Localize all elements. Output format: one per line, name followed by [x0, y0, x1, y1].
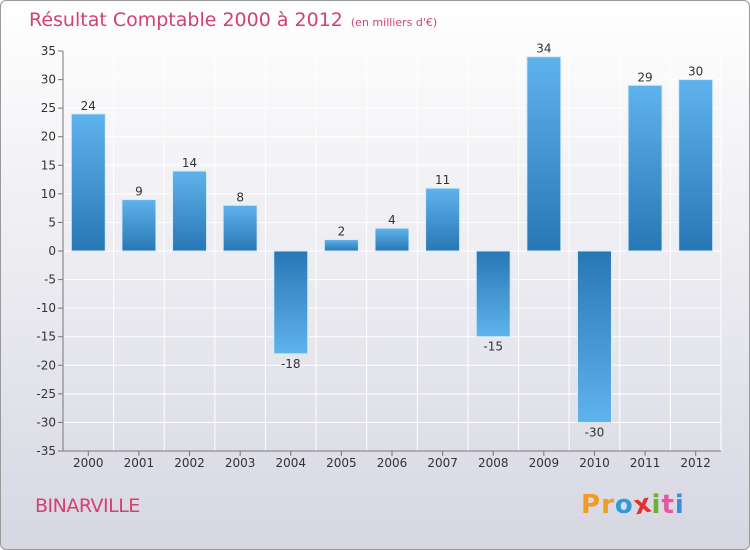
y-tick-label: 15	[41, 158, 56, 172]
y-tick-label: 0	[48, 244, 56, 258]
chart-title-unit: (en milliers d'€)	[350, 16, 438, 29]
x-tick-label: 2008	[478, 456, 509, 470]
data-label: 11	[435, 173, 450, 187]
x-tick-label: 2002	[174, 456, 205, 470]
x-tick-label: 2004	[275, 456, 306, 470]
bar	[172, 170, 208, 252]
bar	[526, 56, 562, 252]
x-tick-label: 2005	[326, 456, 357, 470]
data-label: 34	[536, 42, 551, 56]
data-label: 30	[688, 65, 703, 79]
y-tick-label: 10	[41, 187, 56, 201]
bar	[576, 250, 612, 423]
x-tick-label: 2011	[630, 456, 661, 470]
bar	[70, 113, 106, 252]
x-tick-label: 2007	[427, 456, 458, 470]
x-tick-label: 2006	[377, 456, 408, 470]
logo-letter: i	[651, 490, 662, 520]
logo-letter: P	[581, 490, 602, 520]
bar	[374, 227, 410, 252]
y-tick-label: -5	[44, 273, 56, 287]
axes	[58, 50, 721, 456]
data-label: 14	[182, 156, 197, 170]
logo-letter: i	[674, 490, 685, 520]
y-tick-label: -20	[36, 358, 56, 372]
bar	[121, 199, 157, 252]
bar	[273, 250, 309, 355]
data-label: 9	[135, 185, 143, 199]
y-tick-label: -25	[36, 387, 56, 401]
y-tick-label: 25	[41, 101, 56, 115]
chart-title-main: Résultat Comptable 2000 à 2012	[29, 9, 343, 31]
bar	[678, 79, 714, 252]
bar	[627, 84, 663, 252]
logo-letter: t	[661, 490, 675, 520]
x-tick-label: 2001	[124, 456, 155, 470]
labels: 35302520151050-5-10-15-20-25-30-35242000…	[36, 42, 711, 470]
x-tick-label: 2010	[579, 456, 610, 470]
chart-title: Résultat Comptable 2000 à 2012 (en millie…	[29, 9, 437, 31]
proxiti-logo: Proxiti	[581, 488, 685, 521]
data-label: 29	[637, 70, 652, 84]
x-tick-label: 2003	[225, 456, 256, 470]
data-label: 8	[236, 190, 244, 204]
data-label: -15	[483, 340, 503, 354]
data-label: 4	[388, 213, 396, 227]
data-label: 24	[81, 99, 96, 113]
logo-letter: o	[614, 490, 634, 520]
x-tick-label: 2000	[73, 456, 104, 470]
y-tick-label: 35	[41, 44, 56, 58]
logo-letter: r	[601, 490, 615, 520]
y-tick-label: -30	[36, 415, 56, 429]
y-tick-label: -35	[36, 444, 56, 458]
y-tick-label: 30	[41, 73, 56, 87]
y-tick-label: -10	[36, 301, 56, 315]
y-tick-label: 20	[41, 130, 56, 144]
data-label: -18	[281, 357, 301, 371]
x-tick-label: 2012	[680, 456, 711, 470]
data-label: 2	[338, 225, 346, 239]
bars	[70, 56, 714, 423]
bar	[475, 250, 511, 338]
y-tick-label: 5	[48, 215, 56, 229]
data-label: -30	[585, 425, 605, 439]
bar	[222, 204, 258, 252]
bar	[323, 239, 359, 252]
bar	[425, 187, 461, 252]
commune-name: BINARVILLE	[35, 495, 140, 517]
y-tick-label: -15	[36, 330, 56, 344]
x-tick-label: 2009	[529, 456, 560, 470]
